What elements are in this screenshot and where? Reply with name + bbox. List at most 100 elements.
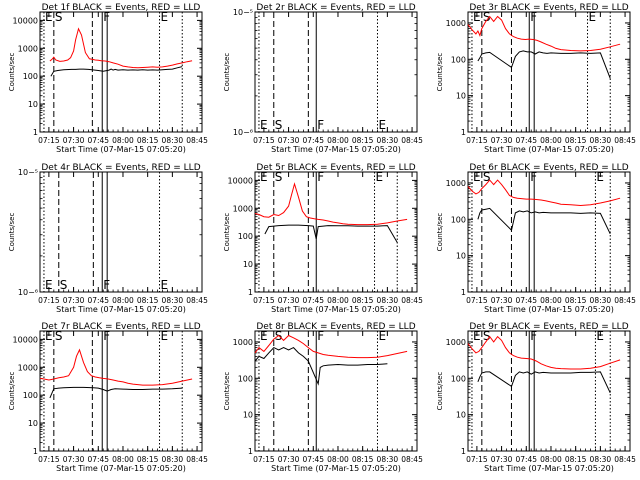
plot-frame bbox=[254, 171, 418, 293]
panel-title: Det 7r BLACK = Events, RED = LLD bbox=[41, 322, 200, 332]
panel-1: Det 1f BLACK = Events, RED = LLD 1 10 100 10… bbox=[8, 3, 208, 154]
y-axis-label: Counts/sec bbox=[8, 53, 16, 92]
marker-label: E bbox=[378, 329, 386, 343]
x-tick-label: 07:30 bbox=[491, 296, 513, 305]
panel-3: Det 3r BLACK = Events, RED = LLD 1 10 100 10… bbox=[436, 3, 636, 154]
y-tick-label: 10−⁶ bbox=[18, 288, 38, 297]
y-tick-label: 10−⁵ bbox=[233, 8, 253, 17]
x-axis-label: Start Time (07-Mar-15 07:05:20) bbox=[484, 305, 614, 314]
y-tick-label: 10 bbox=[28, 100, 38, 109]
lld-series-line bbox=[254, 334, 408, 359]
x-tick-label: 08:15 bbox=[565, 136, 587, 145]
x-axis-label: Start Time (07-Mar-15 07:05:20) bbox=[56, 145, 186, 154]
x-tick-label: 07:30 bbox=[278, 136, 300, 145]
marker-label: E bbox=[45, 10, 53, 24]
x-tick-label: 08:45 bbox=[401, 455, 423, 464]
marker-label: S bbox=[275, 170, 283, 184]
x-axis-label: Start Time (07-Mar-15 07:05:20) bbox=[271, 305, 401, 314]
x-tick-label: 08:00 bbox=[327, 455, 349, 464]
x-tick-label: 08:15 bbox=[352, 455, 374, 464]
x-tick-label: 08:15 bbox=[137, 455, 159, 464]
marker-label: E bbox=[45, 329, 53, 343]
events-series-line bbox=[264, 224, 398, 243]
y-axis-label: Counts/sec bbox=[8, 213, 16, 252]
marker-label: E bbox=[161, 10, 169, 24]
x-tick-label: 08:45 bbox=[186, 136, 208, 145]
x-tick-label: 07:45 bbox=[515, 296, 537, 305]
x-tick-label: 07:45 bbox=[515, 136, 537, 145]
x-tick-label: 08:45 bbox=[614, 296, 636, 305]
x-tick-label: 07:15 bbox=[466, 136, 488, 145]
marker-label: E bbox=[260, 170, 268, 184]
panel-title: Det 6r BLACK = Events, RED = LLD bbox=[469, 163, 628, 173]
y-tick-label: 10 bbox=[243, 411, 253, 420]
y-tick-label: 1 bbox=[461, 128, 466, 137]
x-tick-label: 07:15 bbox=[38, 455, 60, 464]
x-tick-label: 07:30 bbox=[491, 455, 513, 464]
panel-7: Det 7r BLACK = Events, RED = LLD 1 10 100 10… bbox=[8, 322, 208, 473]
panel-title: Det 4r BLACK = Events, RED = LLD bbox=[41, 163, 200, 173]
events-series-line bbox=[49, 386, 183, 399]
panel-title: Det 2r BLACK = Events, RED = LLD bbox=[256, 3, 415, 13]
marker-label: E bbox=[589, 10, 597, 24]
events-series-line bbox=[477, 50, 611, 79]
events-series-line bbox=[477, 371, 611, 394]
x-tick-label: 07:45 bbox=[302, 296, 324, 305]
y-tick-label: 10 bbox=[456, 411, 466, 420]
y-tick-label: 10−⁵ bbox=[18, 168, 38, 177]
marker-label: E bbox=[260, 329, 268, 343]
y-tick-label: 1 bbox=[248, 288, 253, 297]
x-tick-label: 07:30 bbox=[278, 296, 300, 305]
x-tick-label: 08:15 bbox=[352, 296, 374, 305]
y-tick-label: 1000 bbox=[446, 19, 466, 28]
x-tick-label: 08:30 bbox=[377, 296, 399, 305]
x-tick-label: 08:15 bbox=[137, 136, 159, 145]
marker-label: S bbox=[60, 278, 68, 292]
x-tick-label: 07:15 bbox=[253, 136, 275, 145]
events-series-line bbox=[50, 66, 183, 77]
y-tick-label: 1 bbox=[248, 447, 253, 456]
y-axis-label: Counts/sec bbox=[436, 213, 444, 252]
lld-series-line bbox=[467, 179, 621, 207]
x-tick-label: 08:45 bbox=[614, 455, 636, 464]
lld-series-line bbox=[39, 348, 193, 386]
events-series-line bbox=[477, 207, 611, 235]
x-tick-label: 07:15 bbox=[38, 296, 60, 305]
y-tick-label: 10000 bbox=[13, 335, 38, 344]
marker-label: E bbox=[161, 278, 169, 292]
x-tick-label: 08:00 bbox=[540, 455, 562, 464]
y-tick-label: 100 bbox=[451, 215, 466, 224]
y-axis-label: Counts/sec bbox=[223, 213, 231, 252]
y-tick-label: 10−⁶ bbox=[233, 128, 253, 137]
plot-frame bbox=[467, 11, 631, 133]
x-tick-label: 08:30 bbox=[590, 136, 612, 145]
x-tick-label: 08:00 bbox=[327, 136, 349, 145]
x-axis-label: Start Time (07-Mar-15 07:05:20) bbox=[271, 145, 401, 154]
x-axis-label: Start Time (07-Mar-15 07:05:20) bbox=[56, 464, 186, 473]
y-tick-label: 10 bbox=[456, 252, 466, 261]
marker-label: S bbox=[483, 10, 491, 24]
plot-frame bbox=[39, 330, 203, 452]
x-tick-label: 07:30 bbox=[63, 455, 85, 464]
marker-label: F bbox=[317, 118, 324, 132]
marker-label: E bbox=[596, 170, 604, 184]
x-tick-label: 08:45 bbox=[401, 136, 423, 145]
marker-label: S bbox=[483, 329, 491, 343]
marker-label: F bbox=[317, 329, 324, 343]
plot-frame bbox=[39, 171, 203, 293]
y-tick-label: 100 bbox=[451, 55, 466, 64]
x-tick-label: 08:15 bbox=[565, 296, 587, 305]
y-tick-label: 1 bbox=[33, 128, 38, 137]
x-tick-label: 08:30 bbox=[162, 136, 184, 145]
x-tick-label: 08:45 bbox=[614, 136, 636, 145]
x-tick-label: 07:45 bbox=[87, 136, 109, 145]
x-tick-label: 08:45 bbox=[186, 296, 208, 305]
x-tick-label: 08:00 bbox=[112, 296, 134, 305]
marker-label: S bbox=[483, 170, 491, 184]
y-tick-label: 1000 bbox=[446, 179, 466, 188]
x-tick-label: 07:15 bbox=[466, 455, 488, 464]
x-tick-label: 08:00 bbox=[327, 296, 349, 305]
x-tick-label: 07:30 bbox=[278, 455, 300, 464]
y-tick-label: 10 bbox=[28, 419, 38, 428]
y-axis-label: Counts/sec bbox=[436, 372, 444, 411]
